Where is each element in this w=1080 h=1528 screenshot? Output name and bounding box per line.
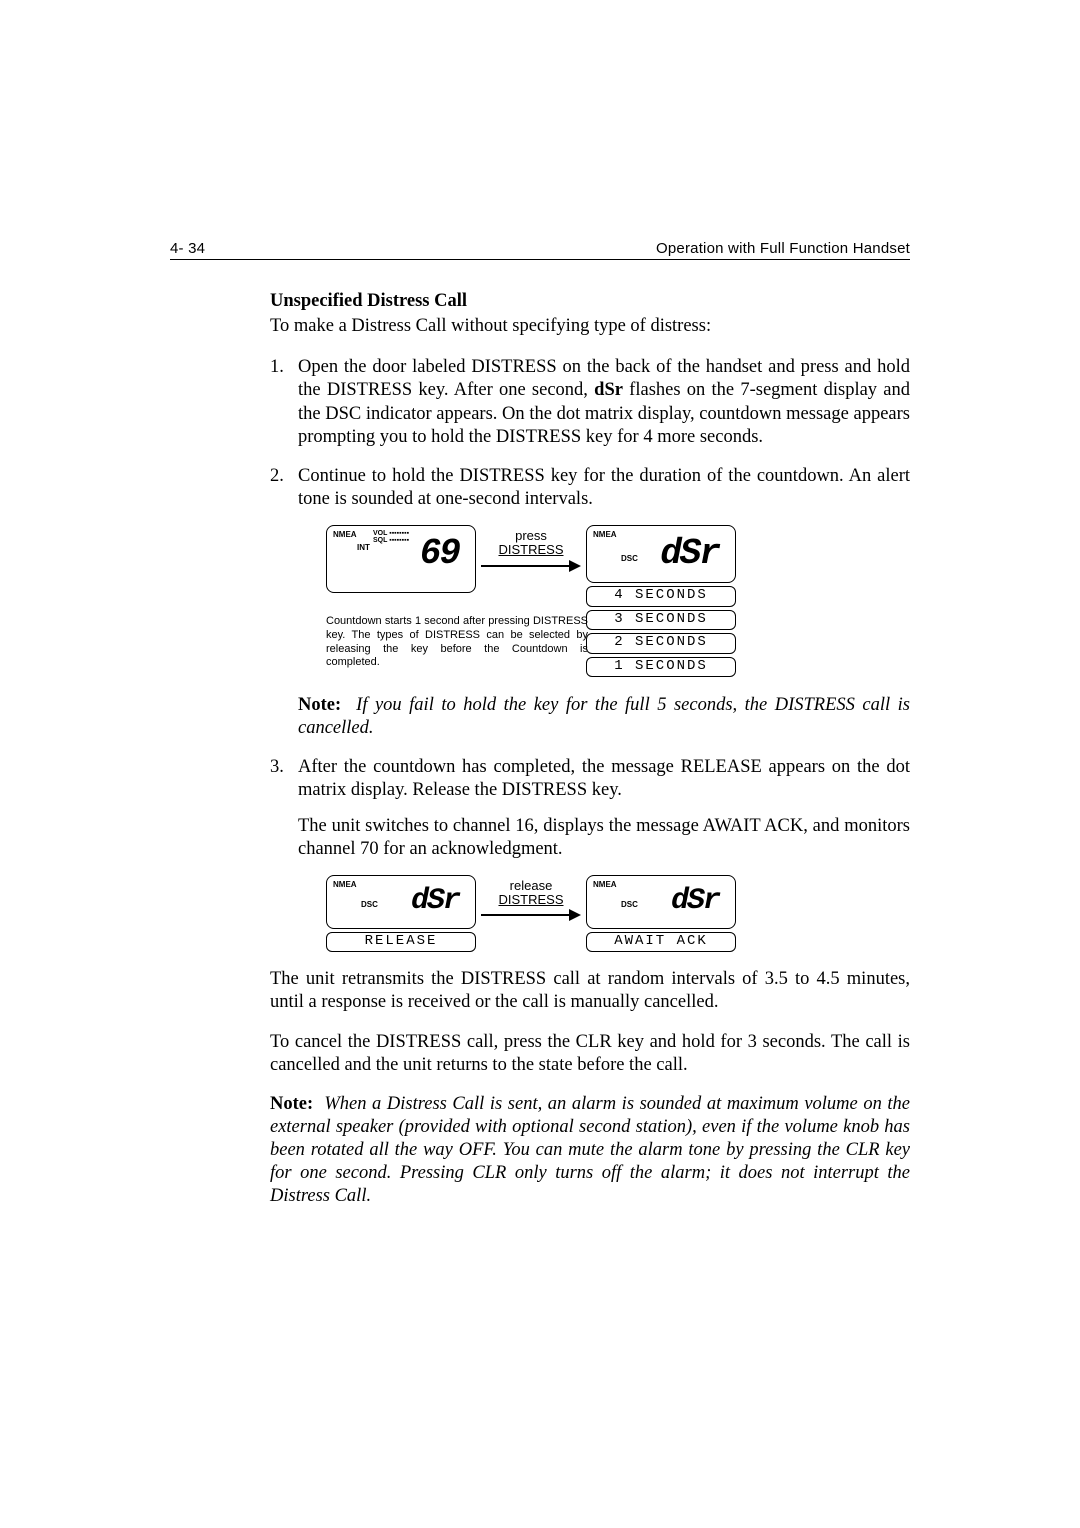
tag-int: INT	[357, 543, 370, 553]
tag-nmea: NMEA	[333, 530, 357, 540]
countdown-1: 1 SECONDS	[586, 657, 736, 678]
tag-nmea-3: NMEA	[333, 880, 357, 890]
section-title: Unspecified Distress Call	[270, 290, 910, 313]
arrow-top-label: press	[515, 528, 547, 543]
step-1: Open the door labeled DISTRESS on the ba…	[270, 356, 910, 449]
figure-countdown: NMEA INT VOL ▪▪▪▪▪▪▪▪ SQL ▪▪▪▪▪▪▪▪ 69	[326, 525, 910, 670]
figure-release: NMEA DSC dSr RELEASE release DISTRESS	[326, 875, 910, 953]
tag-dsc-3: DSC	[621, 900, 638, 910]
page-header: 4- 34 Operation with Full Function Hands…	[170, 240, 910, 260]
lcd-release: NMEA DSC dSr	[326, 875, 476, 929]
arrow-icon	[481, 558, 581, 574]
fig2-left-column: NMEA DSC dSr RELEASE	[326, 875, 476, 953]
countdown-3: 3 SECONDS	[586, 610, 736, 631]
lcd-dsr: NMEA DSC dSr	[586, 525, 736, 583]
arrow-release-distress: release DISTRESS	[476, 879, 586, 924]
tag-nmea-2: NMEA	[593, 530, 617, 540]
cancel-para: To cancel the DISTRESS call, press the C…	[270, 1031, 910, 1077]
step-3-p1: After the countdown has completed, the m…	[298, 756, 910, 802]
note-1-text: If you fail to hold the key for the full…	[298, 695, 910, 738]
lcd-await: NMEA DSC dSr	[586, 875, 736, 929]
retransmit-para: The unit retransmits the DISTRESS call a…	[270, 968, 910, 1014]
step-1-bold: dSr	[594, 380, 623, 400]
arrow2-bottom-label: DISTRESS	[498, 892, 563, 907]
matrix-await: AWAIT ACK	[586, 932, 736, 953]
note-1-label: Note:	[298, 695, 341, 715]
step-2: Continue to hold the DISTRESS key for th…	[270, 465, 910, 741]
fig2-right-column: NMEA DSC dSr AWAIT ACK	[586, 875, 736, 953]
fig1-right-column: NMEA DSC dSr 4 SECONDS 3 SECONDS 2 SECON…	[586, 525, 736, 677]
countdown-2: 2 SECONDS	[586, 633, 736, 654]
header-section: Operation with Full Function Handset	[656, 240, 910, 257]
steps-list: Open the door labeled DISTRESS on the ba…	[270, 356, 910, 952]
tag-dsc-2: DSC	[361, 900, 378, 910]
arrow-press-distress: press DISTRESS	[476, 529, 586, 574]
page-number: 4- 34	[170, 240, 205, 257]
intro-text: To make a Distress Call without specifyi…	[270, 315, 910, 338]
note-2-label: Note:	[270, 1094, 313, 1114]
fig1-left-column: NMEA INT VOL ▪▪▪▪▪▪▪▪ SQL ▪▪▪▪▪▪▪▪ 69	[326, 525, 476, 593]
body-content: Unspecified Distress Call To make a Dist…	[270, 290, 910, 1208]
step-3-p2: The unit switches to channel 16, display…	[298, 815, 910, 861]
note-1: Note: If you fail to hold the key for th…	[298, 694, 910, 740]
note-2: Note: When a Distress Call is sent, an a…	[270, 1093, 910, 1209]
matrix-release: RELEASE	[326, 932, 476, 953]
countdown-4: 4 SECONDS	[586, 586, 736, 607]
step-3: After the countdown has completed, the m…	[270, 756, 910, 952]
tag-nmea-4: NMEA	[593, 880, 617, 890]
lcd-channel: NMEA INT VOL ▪▪▪▪▪▪▪▪ SQL ▪▪▪▪▪▪▪▪ 69	[326, 525, 476, 593]
arrow-icon-2	[481, 907, 581, 923]
countdown-caption: Countdown starts 1 second after pressing…	[326, 615, 588, 670]
vol-sql-bars: VOL ▪▪▪▪▪▪▪▪ SQL ▪▪▪▪▪▪▪▪	[373, 530, 409, 544]
arrow-bottom-label: DISTRESS	[498, 542, 563, 557]
tag-dsc: DSC	[621, 554, 638, 564]
page-content: 4- 34 Operation with Full Function Hands…	[170, 240, 910, 1224]
note-2-text: When a Distress Call is sent, an alarm i…	[270, 1094, 910, 1207]
step-2-text: Continue to hold the DISTRESS key for th…	[298, 466, 910, 509]
arrow2-top-label: release	[510, 878, 553, 893]
